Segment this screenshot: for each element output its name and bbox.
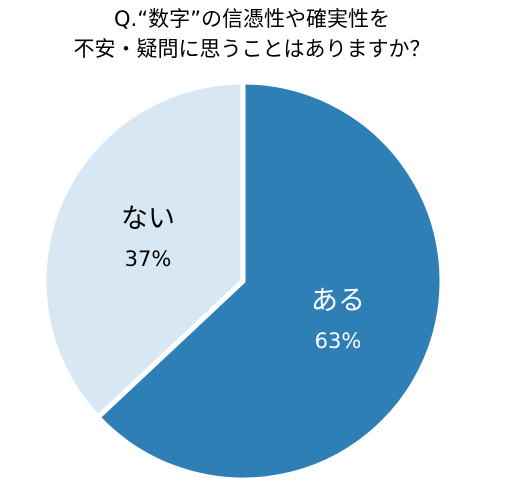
slice-label: ある <box>311 286 365 317</box>
chart-title: Q.“数字”の信憑性や確実性を <box>114 7 390 31</box>
value-label: 37% <box>125 247 172 271</box>
slice-label: ない <box>121 203 175 234</box>
chart-title: 不安・疑問に思うことはありますか？ <box>74 37 431 61</box>
pie-slice <box>95 79 445 483</box>
pie-slice <box>41 79 246 420</box>
value-label: 63% <box>315 329 362 353</box>
